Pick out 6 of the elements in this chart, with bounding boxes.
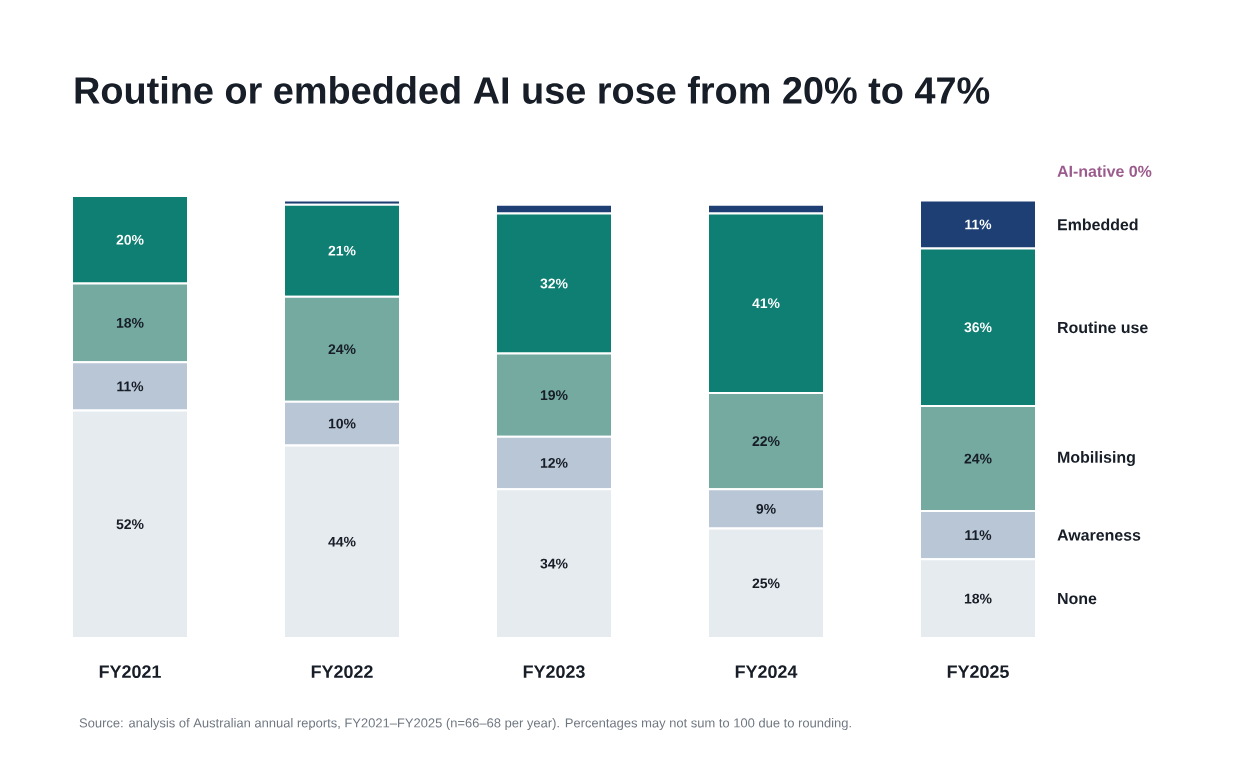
x-tick-label: FY2024 xyxy=(735,665,798,678)
x-tick-label: FY2022 xyxy=(311,665,373,678)
x-tick-label: FY2021 xyxy=(99,665,161,678)
x-tick-label: FY2025 xyxy=(947,665,1009,678)
x-tick-label: FY2023 xyxy=(523,665,585,678)
chart-title: Routine or embedded AI use rose from 20% to 47% xyxy=(75,76,990,104)
